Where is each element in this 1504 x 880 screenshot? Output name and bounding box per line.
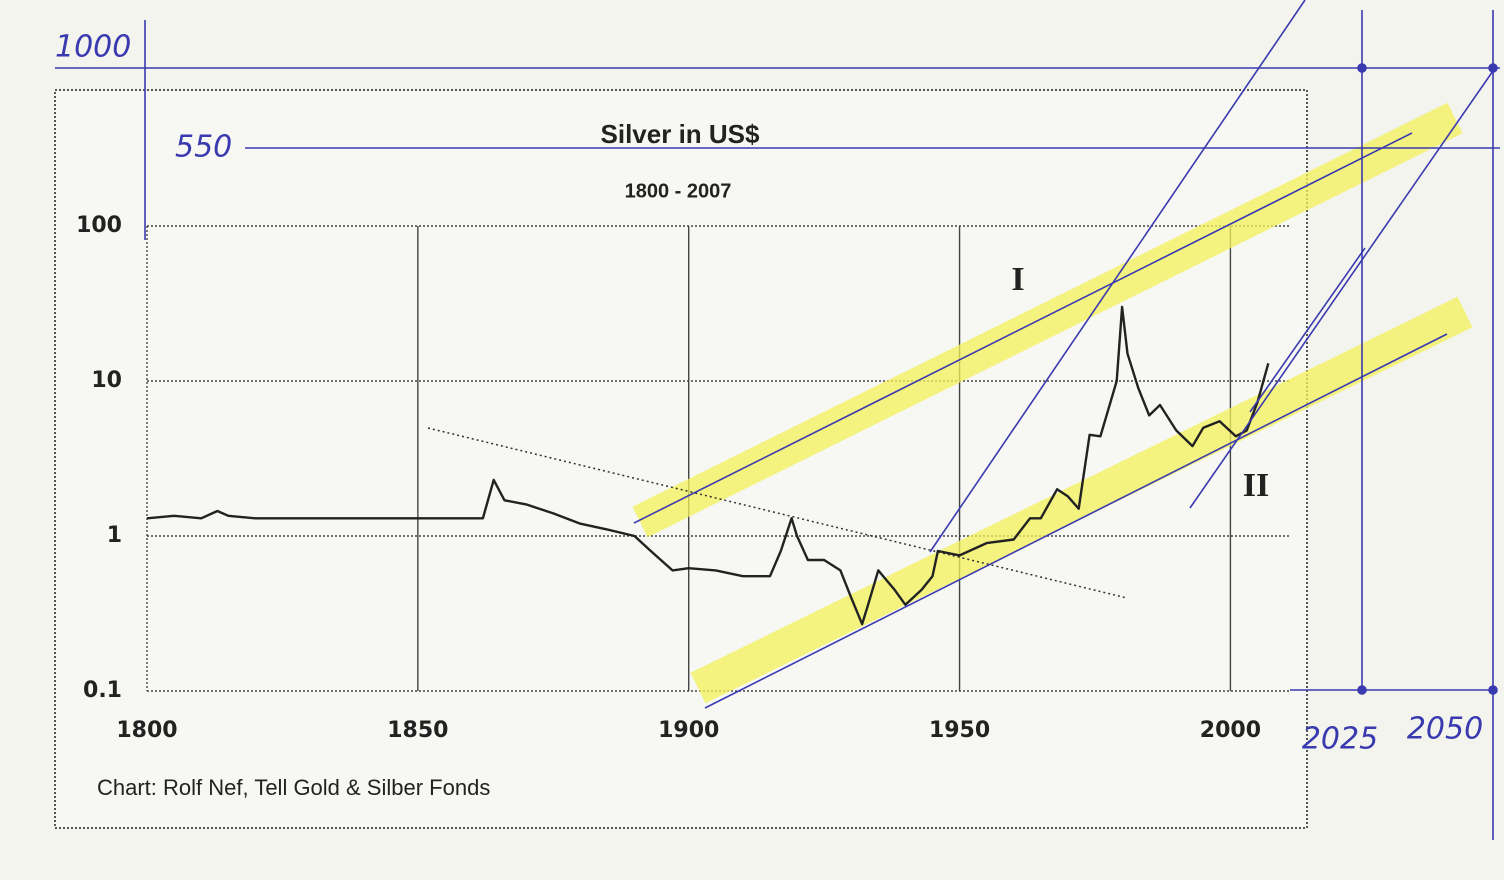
channel-label: II <box>1243 467 1269 504</box>
hand-note: 1000 <box>55 30 131 65</box>
y-tick-label: 0.1 <box>83 678 122 703</box>
y-tick-label: 100 <box>76 213 122 238</box>
chart-frame <box>54 89 1308 829</box>
hand-note: 550 <box>175 130 232 165</box>
y-tick-label: 1 <box>107 523 122 548</box>
hand-note: 2025 <box>1302 722 1378 757</box>
x-tick-label: 2000 <box>1200 718 1261 743</box>
highlight-band <box>632 102 1463 538</box>
channel-line <box>929 0 1306 553</box>
price-line <box>146 305 1270 626</box>
channel-line <box>1189 67 1496 509</box>
chart-subtitle: 1800 - 2007 <box>625 180 732 202</box>
x-tick-label: 1850 <box>387 718 448 743</box>
hand-dot <box>1357 63 1367 73</box>
channel-label: I <box>1011 261 1024 298</box>
x-tick-label: 1900 <box>658 718 719 743</box>
source-note: Chart: Rolf Nef, Tell Gold & Silber Fond… <box>97 775 490 800</box>
chart-title: Silver in US$ <box>601 119 760 149</box>
channel-line <box>1249 247 1366 413</box>
hand-note: 2050 <box>1407 712 1483 747</box>
channel-line <box>633 132 1413 524</box>
channel-line <box>704 333 1448 709</box>
x-tick-label: 1800 <box>116 718 177 743</box>
highlight-band <box>690 296 1473 704</box>
x-tick-label: 1950 <box>929 718 990 743</box>
hand-drawn-lines <box>55 0 1500 840</box>
hand-dot <box>1357 685 1367 695</box>
plot <box>146 305 1270 626</box>
highlight-bands <box>632 102 1473 704</box>
hand-dot <box>1488 685 1498 695</box>
grid: 0.1 1 10 100 1800 1850 1900 1950 2000 <box>76 213 1290 743</box>
hand-dot <box>1488 63 1498 73</box>
y-tick-label: 10 <box>91 368 122 393</box>
